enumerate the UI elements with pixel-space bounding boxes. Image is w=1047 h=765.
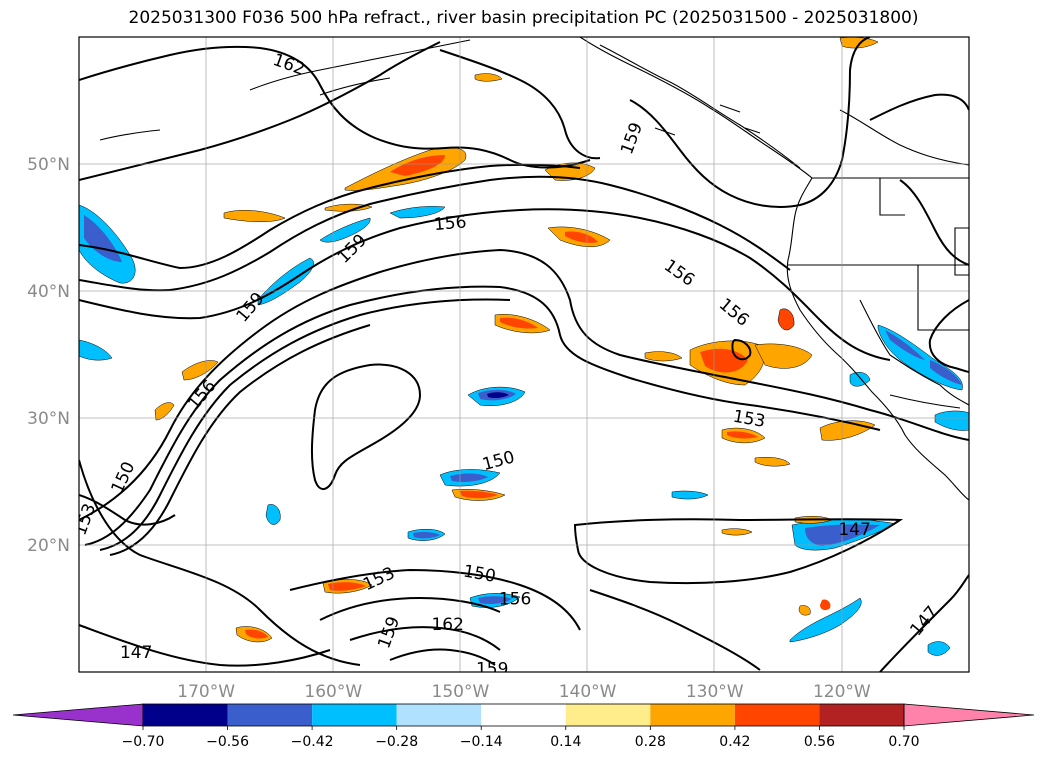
colorbar-bin	[227, 704, 313, 726]
colorbar-tick-label: −0.56	[206, 734, 249, 750]
lon-tick-label: 170°W	[177, 682, 235, 702]
lon-tick-label: 130°W	[686, 682, 744, 702]
colorbar-tick-label: 0.28	[635, 734, 666, 750]
colorbar-tick-label: −0.14	[460, 734, 503, 750]
colorbar-extend-low	[12, 703, 144, 727]
colorbar-outline	[142, 703, 905, 727]
lon-tick-label: 160°W	[304, 682, 362, 702]
lon-tick-label: 150°W	[432, 682, 490, 702]
contour-label: 159	[476, 659, 508, 679]
map-title: 2025031300 F036 500 hPa refract., river …	[128, 8, 919, 28]
colorbar-bin	[819, 704, 904, 726]
map-frame-bg	[79, 37, 969, 672]
colorbar-tick-label: −0.42	[291, 734, 334, 750]
colorbar-bin	[650, 704, 735, 726]
colorbar-bin	[396, 704, 482, 726]
colorbar-bin	[734, 704, 820, 726]
colorbar-tick-label: −0.70	[122, 734, 165, 750]
colorbar-bin	[312, 704, 397, 726]
contour-label: 147	[838, 520, 870, 540]
lon-tick-label: 120°W	[813, 682, 871, 702]
axis-labels: 170°W 160°W 150°W 140°W 130°W 120°W 50°N 40°N 30…	[27, 155, 871, 702]
graticule	[79, 37, 969, 672]
lat-tick-label: 40°N	[27, 282, 70, 302]
lat-tick-label: 50°N	[27, 155, 70, 175]
colorbar-extend-high	[903, 703, 1035, 727]
colorbar-tick-label: 0.56	[804, 734, 835, 750]
colorbar: −0.70 −0.56 −0.42 −0.28 −0.14 0.14 0.28 0.42 0.5…	[12, 703, 1035, 750]
colorbar-tick-label: 0.70	[888, 734, 919, 750]
coastlines	[99, 37, 969, 501]
colorbar-bin	[143, 704, 228, 726]
colorbar-tick-label: −0.28	[375, 734, 418, 750]
height-contours	[79, 37, 969, 672]
map-frame-border	[78, 36, 970, 673]
contour-label: 156	[499, 590, 531, 610]
lat-tick-label: 20°N	[27, 536, 70, 556]
lon-tick-label: 140°W	[559, 682, 617, 702]
contour-label: 162	[431, 615, 463, 635]
colorbar-bin	[481, 704, 566, 726]
colorbar-tick-label: 0.42	[719, 734, 750, 750]
contour-label: 156	[433, 212, 467, 235]
contour-label: 147	[120, 643, 152, 663]
lat-tick-label: 30°N	[27, 409, 70, 429]
colorbar-tick-label: 0.14	[550, 734, 581, 750]
precip-shading	[79, 37, 969, 656]
colorbar-bin	[565, 704, 651, 726]
